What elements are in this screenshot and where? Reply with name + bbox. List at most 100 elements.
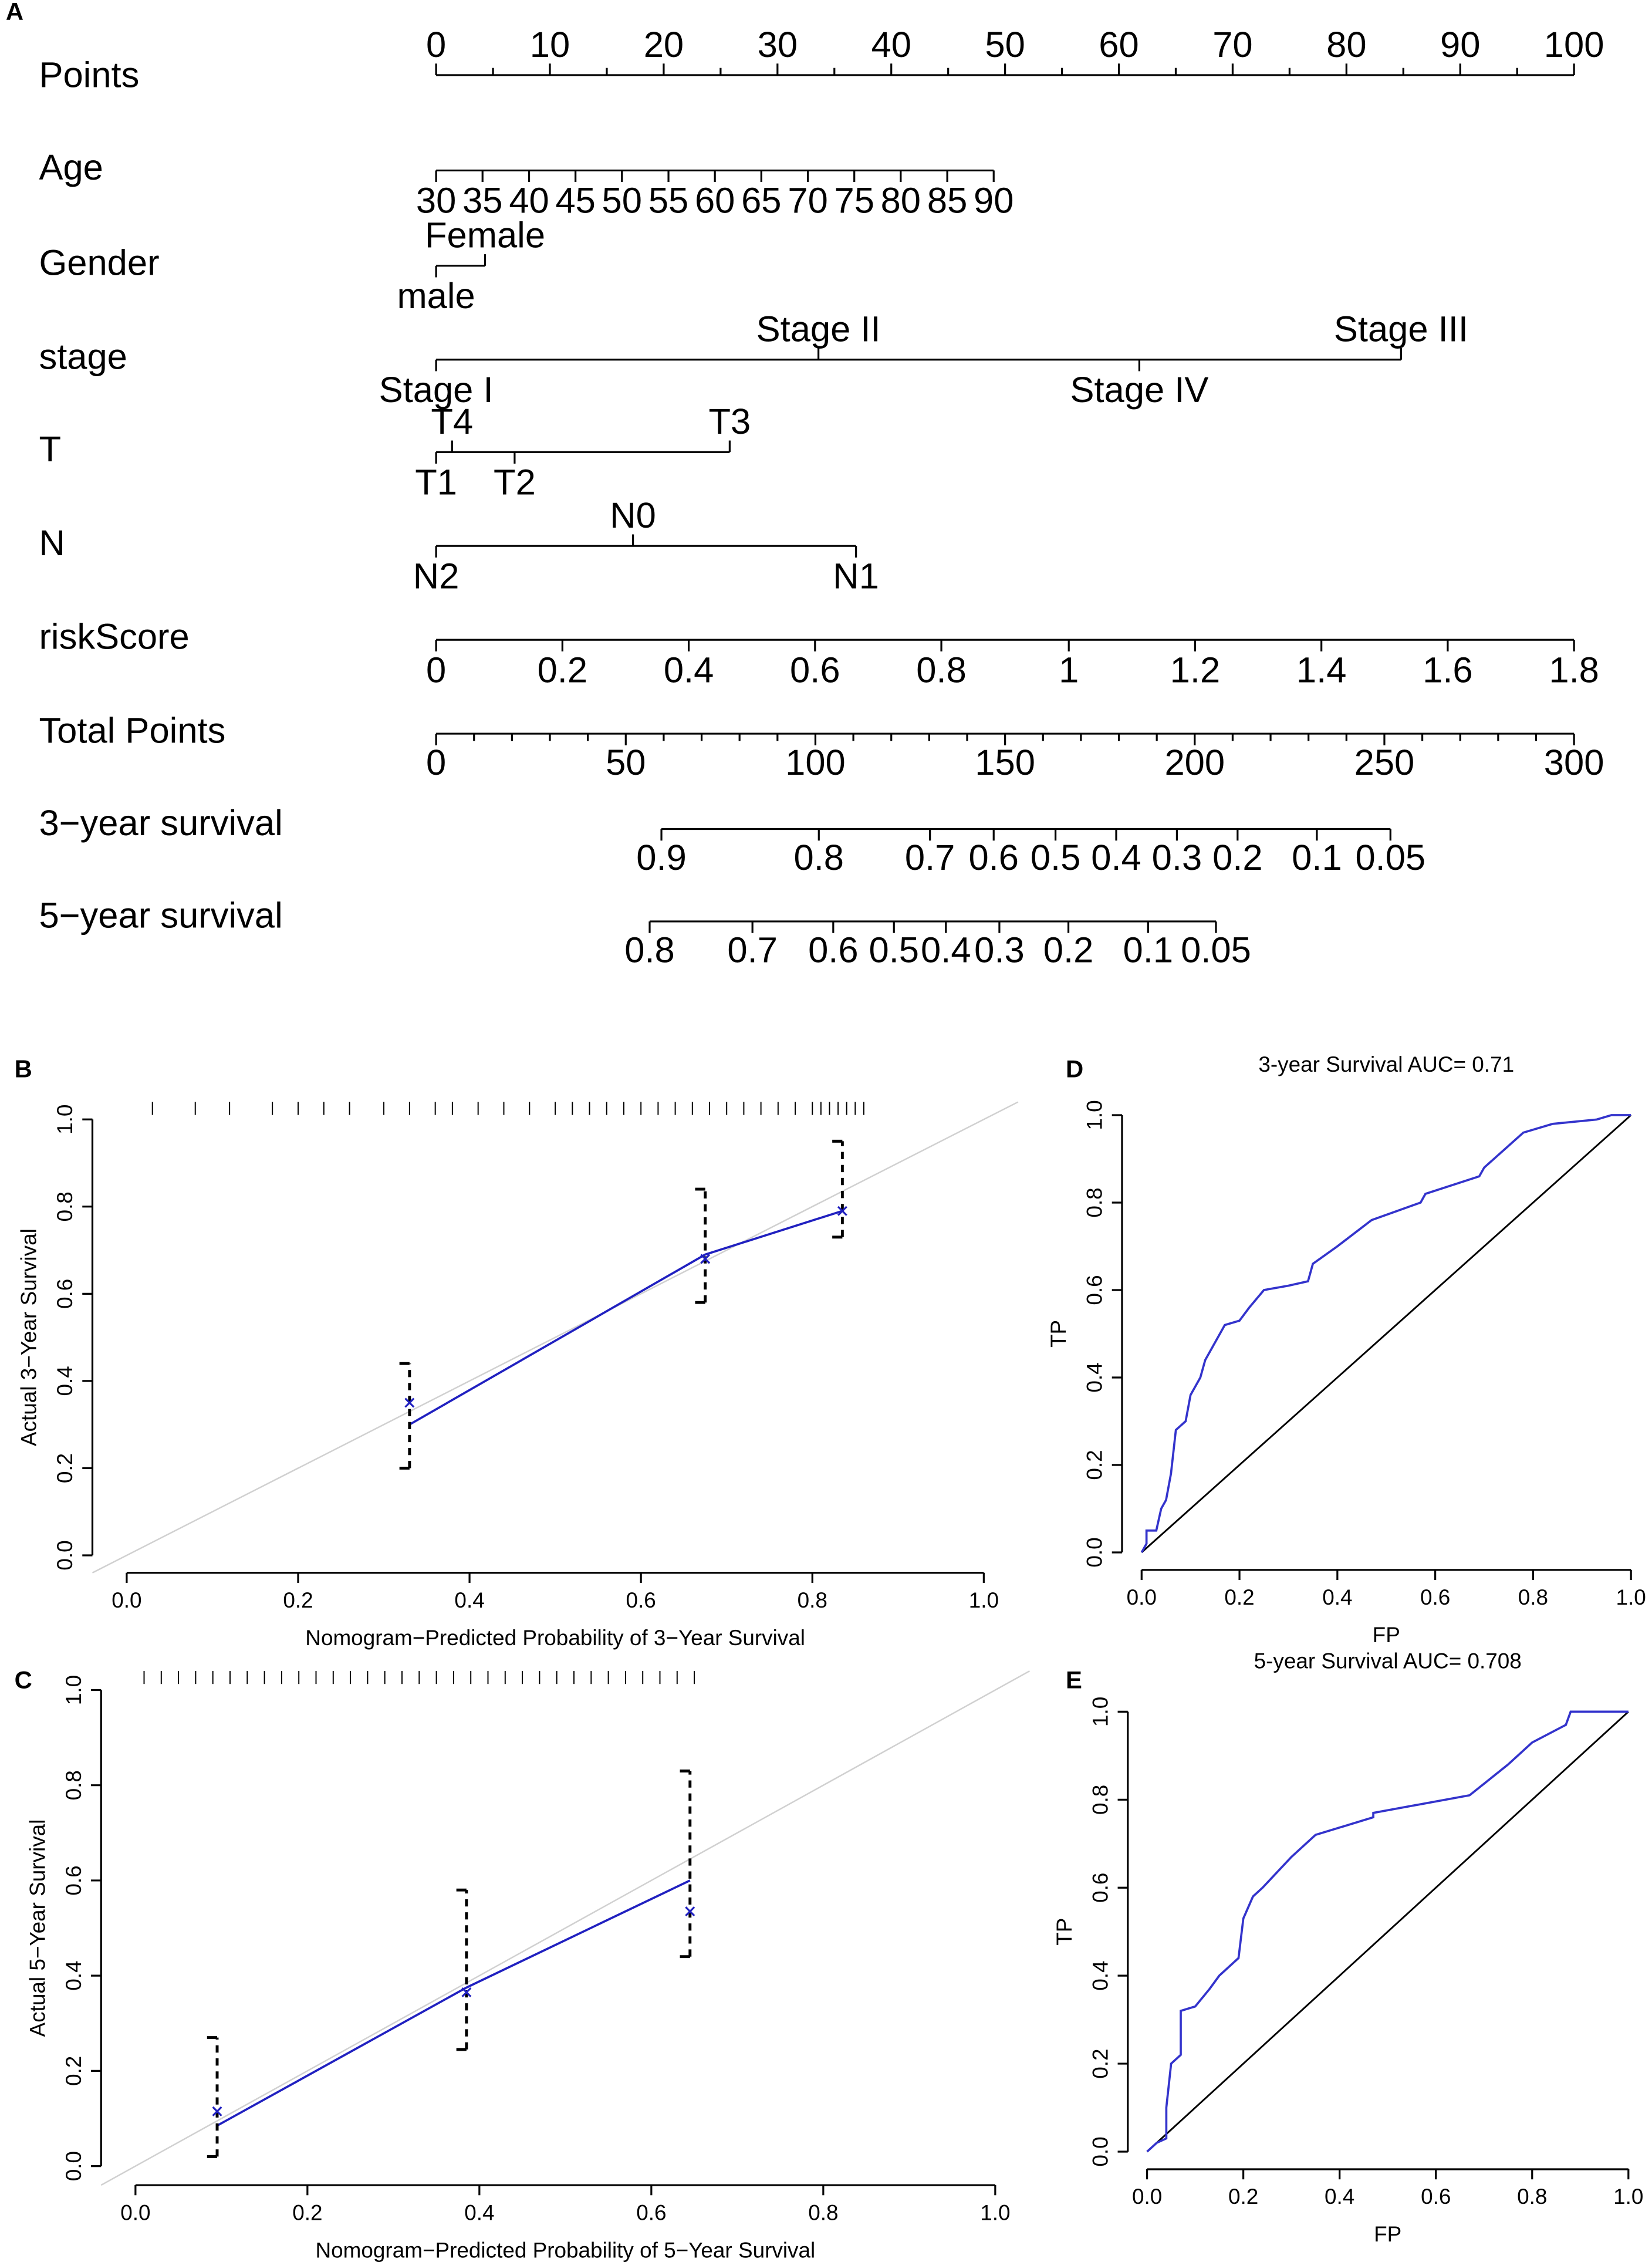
row-name: Age xyxy=(39,147,103,188)
scale-label: 0 xyxy=(426,650,446,690)
x-axis-title: Nomogram−Predicted Probability of 3−Year… xyxy=(305,1626,805,1650)
scale-label: Stage III xyxy=(1334,309,1468,350)
tick-label: 50 xyxy=(985,25,1025,65)
y-tick-label: 1.0 xyxy=(1089,1697,1113,1727)
scale-label: N1 xyxy=(833,556,879,596)
x-tick-label: 0.6 xyxy=(636,2200,666,2224)
y-tick-label: 0.8 xyxy=(1089,1785,1113,1815)
scale-label: 60 xyxy=(695,181,735,221)
diagonal xyxy=(1146,1711,1629,2153)
scale-label: 0.2 xyxy=(1212,838,1263,878)
x-tick-label: 0.4 xyxy=(1322,1585,1352,1609)
observed-point xyxy=(700,1254,711,1264)
x-tick-label: 0.0 xyxy=(120,2200,150,2224)
row-name: Points xyxy=(39,55,139,96)
tick-label: 40 xyxy=(871,25,911,65)
x-tick-label: 0.6 xyxy=(1420,1585,1450,1609)
x-tick-label: 0.0 xyxy=(112,1588,141,1612)
scale-label: 1.6 xyxy=(1423,650,1473,690)
row-name: Gender xyxy=(39,242,159,283)
x-tick-label: 0.8 xyxy=(808,2200,838,2224)
panel-label: D xyxy=(1066,1055,1083,1082)
y-tick-label: 0.2 xyxy=(1083,1450,1107,1480)
ideal-line xyxy=(92,1101,1019,1574)
scale-label: 0.4 xyxy=(921,930,971,971)
y-axis-title: TP xyxy=(1046,1320,1070,1348)
y-tick-label: 0.8 xyxy=(1083,1187,1107,1217)
scale-label: 30 xyxy=(416,181,456,221)
scale-label: 0.05 xyxy=(1355,838,1425,878)
y-tick-label: 0.6 xyxy=(1089,1873,1113,1903)
y-tick-label: 0.4 xyxy=(53,1366,77,1396)
x-tick-label: 1.0 xyxy=(969,1588,999,1612)
scale-label: 0.3 xyxy=(1152,838,1202,878)
scale-label: Stage I xyxy=(379,370,494,410)
scale-label: T3 xyxy=(708,401,751,442)
row-name: 3−year survival xyxy=(39,803,282,843)
x-axis-title: FP xyxy=(1374,2222,1401,2246)
x-tick-label: 0.6 xyxy=(626,1588,656,1612)
scale-label: 45 xyxy=(555,181,595,221)
scale-label: 1.2 xyxy=(1170,650,1221,690)
scale-label: 0.1 xyxy=(1123,930,1173,971)
tick-label: 60 xyxy=(1099,25,1139,65)
scale-label: 90 xyxy=(974,181,1014,221)
marker-stroke xyxy=(685,1906,695,1917)
scale-label: 0.6 xyxy=(790,650,840,690)
scale-label: 0.8 xyxy=(916,650,967,690)
scale-label: 1.8 xyxy=(1549,650,1599,690)
tick-label: 30 xyxy=(758,25,798,65)
marker-stroke xyxy=(461,1987,472,1998)
scale-label: 0.9 xyxy=(636,838,687,878)
tick-label: 150 xyxy=(975,742,1035,783)
y-tick-label: 0.2 xyxy=(53,1453,77,1483)
scale-label: 40 xyxy=(509,181,549,221)
x-axis-title: Nomogram−Predicted Probability of 5−Year… xyxy=(316,2238,816,2262)
observed-point xyxy=(837,1206,847,1216)
scale-label: 0.1 xyxy=(1292,838,1342,878)
scale-label: 70 xyxy=(788,181,827,221)
scale-label: 0.2 xyxy=(538,650,588,690)
x-tick-label: 0.8 xyxy=(798,1588,827,1612)
scale-label: Female xyxy=(425,215,545,256)
y-tick-label: 0.0 xyxy=(53,1540,77,1570)
y-axis-title: Actual 3−Year Survival xyxy=(17,1228,41,1446)
error-bar xyxy=(399,1362,411,1470)
scale-label: 0.3 xyxy=(974,930,1025,971)
calibration-line xyxy=(217,1879,691,2127)
scale-label: male xyxy=(397,276,475,316)
scale-label: T2 xyxy=(494,462,536,502)
marker-stroke xyxy=(837,1206,847,1216)
roc-curve xyxy=(1140,1114,1631,1553)
row-name: Total Points xyxy=(39,711,225,751)
x-tick-label: 0.2 xyxy=(1224,1585,1254,1609)
panel-label: E xyxy=(1066,1666,1082,1693)
x-tick-label: 0.4 xyxy=(1325,2185,1354,2209)
x-tick-label: 0.2 xyxy=(292,2200,322,2224)
y-axis-title: TP xyxy=(1052,1918,1076,1946)
scale-label: N0 xyxy=(610,495,656,536)
x-tick-label: 0.8 xyxy=(1517,2185,1547,2209)
scale-label: 1 xyxy=(1059,650,1079,690)
tick-label: 300 xyxy=(1544,742,1604,783)
x-tick-label: 1.0 xyxy=(1613,2185,1643,2209)
error-bar xyxy=(832,1139,844,1239)
y-tick-label: 1.0 xyxy=(53,1105,77,1135)
tick-label: 80 xyxy=(1326,25,1366,65)
x-tick-label: 1.0 xyxy=(1616,1585,1646,1609)
tick-label: 0 xyxy=(426,25,446,65)
scale-label: 85 xyxy=(927,181,967,221)
y-tick-label: 0.4 xyxy=(1089,1961,1113,1991)
y-tick-label: 0.0 xyxy=(1083,1537,1107,1567)
row-name: 5−year survival xyxy=(39,896,282,936)
marker-stroke xyxy=(404,1397,415,1408)
y-tick-label: 0.8 xyxy=(62,1770,86,1800)
row-name: T xyxy=(39,429,61,470)
x-tick-label: 0.0 xyxy=(1127,1585,1157,1609)
x-tick-label: 0.6 xyxy=(1421,2185,1451,2209)
scale-label: T1 xyxy=(415,462,457,502)
y-tick-label: 0.4 xyxy=(1083,1362,1107,1392)
y-tick-label: 0.0 xyxy=(1089,2136,1113,2166)
tick-label: 100 xyxy=(785,742,846,783)
